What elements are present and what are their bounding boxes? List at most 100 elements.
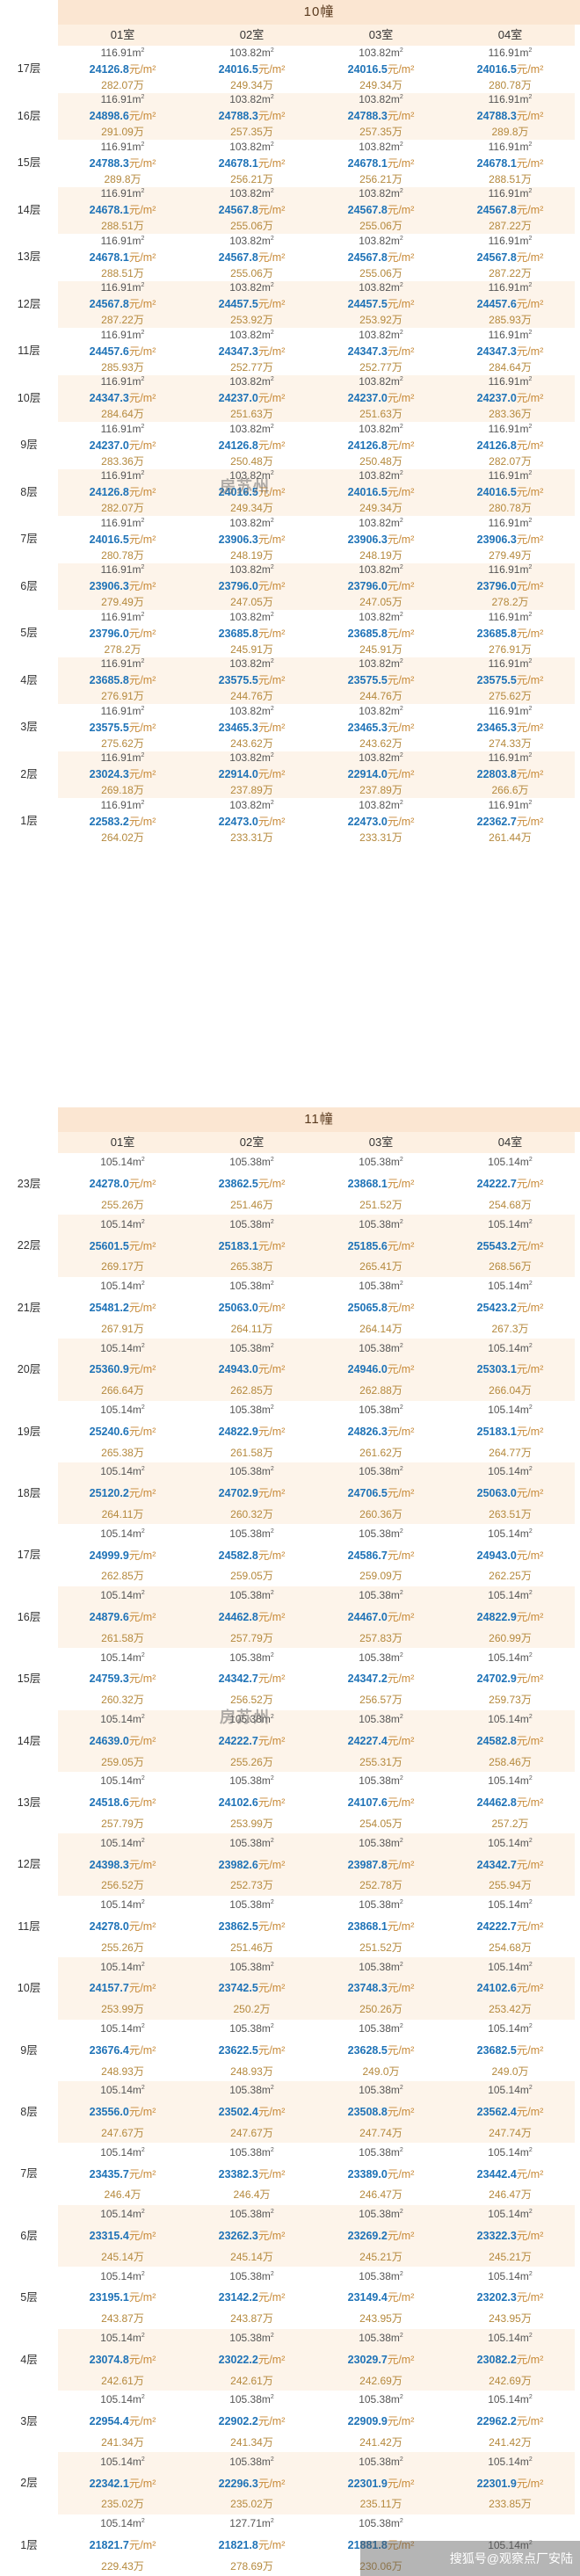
unit-cell: 116.91m2 23685.8元/m² 276.91万 xyxy=(446,610,575,657)
area-value: 105.14 xyxy=(488,2393,520,2406)
unit-area: 105.14m2 xyxy=(488,2208,533,2220)
unit-price-unit: 元/m² xyxy=(516,2353,544,2366)
unit-price-value: 24567.8 xyxy=(476,250,517,264)
unit-price: 24518.6元/m² xyxy=(90,1793,156,1810)
unit-price-value: 24706.5 xyxy=(347,1487,388,1500)
unit-area: 105.14m2 xyxy=(488,2270,533,2282)
unit-price-unit: 元/m² xyxy=(387,1610,415,1623)
unit-area: 105.14m2 xyxy=(488,2146,533,2159)
unit-area: 103.82m2 xyxy=(359,235,403,247)
unit-cell: 116.91m2 22583.2元/m² 264.02万 xyxy=(58,798,187,845)
area-exponent: 2 xyxy=(399,517,403,524)
unit-price-value: 24347.3 xyxy=(476,345,517,358)
unit-price-unit: 元/m² xyxy=(516,1549,544,1562)
unit-price: 23868.1元/m² xyxy=(348,1917,415,1934)
area-exponent: 2 xyxy=(141,47,145,54)
unit-price: 24788.3元/m² xyxy=(219,106,286,123)
unit-cell: 116.91m2 24347.3元/m² 284.64万 xyxy=(446,328,575,375)
unit-price: 22301.9元/m² xyxy=(348,2474,415,2491)
area-exponent: 2 xyxy=(141,517,145,524)
unit-price: 22473.0元/m² xyxy=(219,812,286,829)
unit-price-value: 24943.0 xyxy=(476,1549,517,1562)
area-unit: m xyxy=(132,328,141,341)
unit-area: 116.91m2 xyxy=(101,281,145,294)
unit-cell: 105.14m2 25240.6元/m² 265.38万 xyxy=(58,1401,187,1462)
unit-price: 23682.5元/m² xyxy=(477,2041,544,2057)
area-unit: m xyxy=(132,2208,141,2221)
area-value: 105.38 xyxy=(229,2455,262,2468)
unit-price-unit: 元/m² xyxy=(387,1239,415,1252)
unit-price-value: 24999.9 xyxy=(89,1549,129,1562)
unit-cell: 116.91m2 23685.8元/m² 276.91万 xyxy=(58,657,187,704)
unit-price-unit: 元/m² xyxy=(387,1858,415,1871)
unit-area: 103.82m2 xyxy=(359,375,403,388)
area-exponent: 2 xyxy=(270,1157,274,1164)
unit-cell: 105.38m2 23029.7元/m² 242.69万 xyxy=(316,2328,446,2391)
area-value: 116.91 xyxy=(100,46,133,59)
unit-price: 24237.0元/m² xyxy=(219,388,286,405)
unit-price: 25240.6元/m² xyxy=(90,1422,156,1439)
area-value: 105.38 xyxy=(229,2084,262,2097)
area-value: 105.14 xyxy=(100,1774,133,1788)
area-unit: m xyxy=(519,798,529,811)
unit-area: 103.82m2 xyxy=(359,563,403,576)
unit-price-unit: 元/m² xyxy=(257,2538,286,2551)
unit-cell: 105.14m2 23322.3元/m² 245.21万 xyxy=(446,2204,575,2268)
unit-price-value: 24126.8 xyxy=(476,439,517,452)
floor-label: 17层 xyxy=(17,62,41,75)
unit-price-unit: 元/m² xyxy=(257,2167,286,2181)
area-value: 105.14 xyxy=(100,2331,133,2344)
area-value: 116.91 xyxy=(100,93,133,106)
area-exponent: 2 xyxy=(528,1899,533,1906)
unit-price-unit: 元/m² xyxy=(516,486,544,499)
area-exponent: 2 xyxy=(141,1590,145,1597)
area-unit: m xyxy=(132,704,141,717)
unit-total-price: 245.91万 xyxy=(359,642,402,656)
unit-price-value: 25063.0 xyxy=(218,1301,258,1314)
area-unit: m xyxy=(132,187,141,200)
unit-cell: 103.82m2 24788.3元/m² 257.35万 xyxy=(316,92,446,140)
unit-price-unit: 元/m² xyxy=(516,1673,544,1686)
unit-price-value: 22962.2 xyxy=(476,2415,517,2428)
area-exponent: 2 xyxy=(270,235,274,242)
area-value: 105.38 xyxy=(229,1898,262,1912)
area-value: 105.14 xyxy=(488,1651,520,1664)
unit-price-unit: 元/m² xyxy=(387,1178,415,1191)
column-header: 01室 xyxy=(58,25,187,46)
column-header: 02室 xyxy=(187,1132,316,1153)
floor-label: 10层 xyxy=(17,391,41,404)
unit-price: 24898.6元/m² xyxy=(90,106,156,123)
unit-total-price: 266.04万 xyxy=(489,1384,532,1397)
unit-price: 22301.9元/m² xyxy=(477,2474,544,2491)
floor-label: 12层 xyxy=(17,1858,41,1871)
unit-price-value: 24222.7 xyxy=(218,1734,258,1747)
area-exponent: 2 xyxy=(399,611,403,618)
area-exponent: 2 xyxy=(399,752,403,759)
unit-price: 22473.0元/m² xyxy=(348,812,415,829)
area-unit: m xyxy=(261,2084,271,2097)
unit-price-value: 24678.1 xyxy=(218,156,258,170)
unit-price-unit: 元/m² xyxy=(387,2167,415,2181)
unit-price-unit: 元/m² xyxy=(387,768,415,781)
unit-area: 116.91m2 xyxy=(101,517,145,529)
unit-price: 24398.3元/m² xyxy=(90,1855,156,1872)
unit-cell: 103.82m2 23465.3元/m² 243.62万 xyxy=(316,704,446,751)
area-unit: m xyxy=(519,2145,529,2159)
area-unit: m xyxy=(132,140,141,153)
unit-area: 105.38m2 xyxy=(229,1837,274,1849)
floor-label: 11层 xyxy=(18,1919,40,1933)
area-exponent: 2 xyxy=(141,141,145,148)
unit-price-value: 23868.1 xyxy=(347,1919,388,1933)
unit-price: 23082.2元/m² xyxy=(477,2350,544,2367)
area-exponent: 2 xyxy=(528,329,533,336)
unit-price: 24702.9元/m² xyxy=(219,1484,286,1500)
unit-area: 105.14m2 xyxy=(488,1589,533,1601)
unit-cell: 105.14m2 24222.7元/m² 254.68万 xyxy=(446,1896,575,1957)
unit-total-price: 253.92万 xyxy=(230,314,273,327)
area-value: 103.82 xyxy=(359,328,391,341)
unit-cell: 105.38m2 24706.5元/m² 260.36万 xyxy=(316,1462,446,1525)
unit-price-unit: 元/m² xyxy=(128,580,156,593)
unit-price-unit: 元/m² xyxy=(516,2167,544,2181)
area-value: 105.38 xyxy=(359,2331,391,2344)
area-exponent: 2 xyxy=(141,2332,145,2339)
